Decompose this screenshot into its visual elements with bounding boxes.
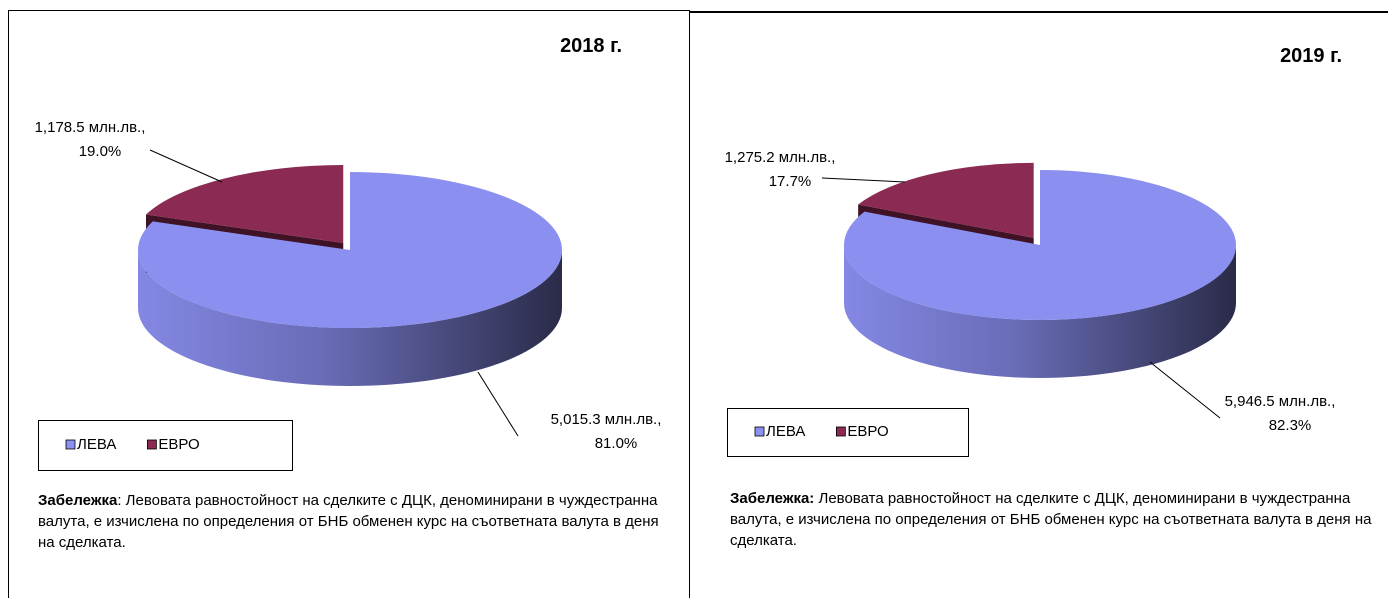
legend-box bbox=[727, 408, 969, 457]
chart: 2018 г. 5,015.3 млн.лв., 81.0% 1,178.5 млн.… bbox=[8, 10, 690, 598]
legend-swatch bbox=[835, 426, 846, 437]
legend-label: ЛЕВА bbox=[77, 436, 116, 453]
data-label: 5,015.3 млн.лв., bbox=[551, 411, 662, 428]
chart-panel: 2018 г. 5,015.3 млн.лв., 81.0% 1,178.5 млн.… bbox=[0, 0, 690, 598]
data-label: 1,178.5 млн.лв., bbox=[35, 119, 146, 136]
slice-side bbox=[844, 245, 1236, 378]
leader-line bbox=[477, 371, 519, 437]
panel-border bbox=[8, 10, 690, 598]
note: Забележка: Левовата равностойност на сде… bbox=[730, 488, 1380, 551]
slice bbox=[858, 162, 1034, 238]
note-text: Левовата равностойност на сделките с ДЦК… bbox=[730, 490, 1372, 549]
leader-line bbox=[821, 177, 906, 183]
legend-swatch bbox=[65, 439, 76, 450]
chart-title: 2018 г. bbox=[560, 35, 622, 57]
leader-line bbox=[149, 149, 223, 183]
percent-label: 19.0% bbox=[79, 143, 122, 160]
data-label: 1,275.2 млн.лв., bbox=[725, 149, 836, 166]
percent-label: 17.7% bbox=[769, 173, 812, 190]
chart-title: 2019 г. bbox=[1280, 45, 1342, 67]
legend-swatch bbox=[754, 426, 765, 437]
legend-box bbox=[38, 420, 293, 471]
legend-label: ЛЕВА bbox=[766, 423, 805, 440]
legend-swatch bbox=[146, 439, 157, 450]
legend-label: ЕВРО bbox=[158, 436, 199, 453]
chart-panel: 2019 г. 5,946.5 млн.лв., 82.3% 1,275.2 млн.… bbox=[690, 0, 1388, 598]
data-label: 5,946.5 млн.лв., bbox=[1225, 393, 1336, 410]
note: Забележка: Левовата равностойност на сде… bbox=[38, 490, 674, 553]
percent-label: 81.0% bbox=[595, 435, 638, 452]
note-label: Забележка: bbox=[730, 490, 815, 507]
slice bbox=[146, 165, 344, 244]
chart: 2019 г. 5,946.5 млн.лв., 82.3% 1,275.2 млн.… bbox=[690, 11, 1388, 457]
percent-label: 82.3% bbox=[1269, 417, 1312, 434]
slice-side bbox=[138, 250, 562, 386]
slice bbox=[137, 172, 562, 328]
slice bbox=[844, 170, 1236, 320]
note-label: Забележка bbox=[38, 492, 118, 509]
leader-line bbox=[1149, 361, 1221, 419]
note-text: : Левовата равностойност на сделките с Д… bbox=[38, 492, 659, 551]
legend-label: ЕВРО bbox=[847, 423, 888, 440]
